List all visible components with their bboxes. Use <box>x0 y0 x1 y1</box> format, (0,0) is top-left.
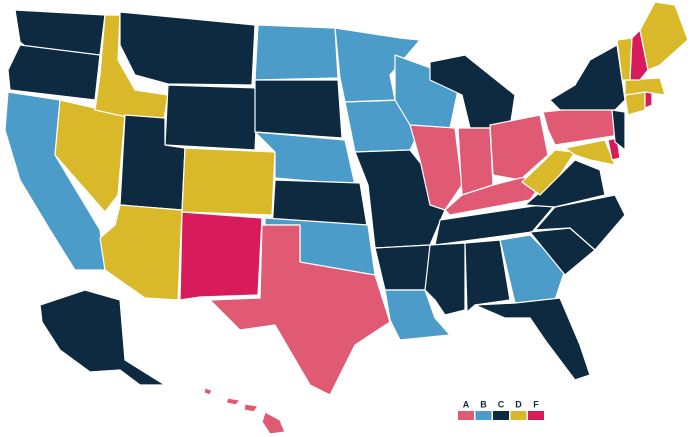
state <box>354 149 446 249</box>
state <box>261 411 286 435</box>
state <box>225 397 241 406</box>
state <box>434 204 556 246</box>
legend-swatch <box>510 411 527 420</box>
state <box>99 204 183 301</box>
state <box>203 387 213 396</box>
state <box>457 127 494 196</box>
legend-swatch <box>493 411 509 420</box>
state <box>181 147 276 216</box>
state <box>7 44 101 101</box>
state <box>639 1 689 71</box>
legend-label: A <box>463 399 470 409</box>
state <box>179 211 263 301</box>
state <box>629 29 649 81</box>
state <box>611 109 626 151</box>
state <box>564 139 616 166</box>
state <box>499 234 566 304</box>
legend-swatch <box>528 411 544 420</box>
state <box>39 289 166 386</box>
state <box>254 79 343 139</box>
state <box>254 24 339 81</box>
state <box>334 27 421 103</box>
state <box>624 77 666 96</box>
states <box>4 1 689 435</box>
state <box>209 224 391 396</box>
state <box>489 114 549 181</box>
state <box>119 11 256 86</box>
state <box>644 91 653 109</box>
state <box>549 44 626 111</box>
legend-label: C <box>498 399 505 409</box>
legend-label: F <box>533 399 539 409</box>
legend-label: B <box>480 399 487 409</box>
legend-label: D <box>515 399 522 409</box>
state <box>464 239 511 313</box>
legend-swatch <box>458 411 474 420</box>
state <box>542 104 621 146</box>
legend-swatch <box>475 411 492 420</box>
state <box>243 403 259 413</box>
state <box>424 242 466 316</box>
state <box>474 297 591 381</box>
state <box>624 91 646 116</box>
state <box>164 84 259 151</box>
